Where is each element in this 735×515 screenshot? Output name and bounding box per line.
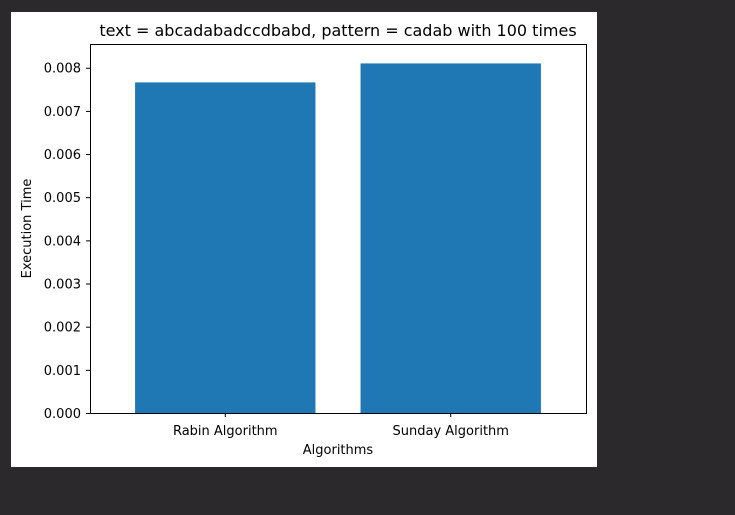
y-axis-label: Execution Time: [20, 179, 35, 279]
bar-1: [135, 82, 316, 414]
x-axis-ticks: Rabin Algorithm Sunday Algorithm: [173, 413, 509, 439]
bar-chart: text = abcadabadccdbabd, pattern = cadab…: [20, 21, 587, 458]
y-tick-label: 0.001: [44, 364, 81, 379]
figure-canvas: text = abcadabadccdbabd, pattern = cadab…: [11, 12, 597, 467]
plot-area-frame: [90, 44, 587, 414]
y-tick-label: 0.003: [44, 278, 81, 293]
y-tick-label: 0.006: [44, 148, 81, 163]
y-tick-label: 0.005: [44, 191, 81, 206]
x-tick-label: Sunday Algorithm: [393, 424, 509, 439]
y-axis-ticks: 0.000 0.001 0.002 0.003 0.004 0.005 0.006 0.007…: [44, 62, 90, 422]
x-tick-label: Rabin Algorithm: [173, 424, 278, 439]
y-tick-label: 0.004: [44, 234, 81, 249]
y-tick-label: 0.007: [44, 105, 81, 120]
x-axis-label: Algorithms: [303, 443, 374, 458]
y-tick-label: 0.008: [44, 62, 81, 77]
y-tick-label: 0.002: [44, 321, 81, 336]
bars-layer: [135, 63, 541, 414]
bar-2: [360, 63, 541, 413]
y-tick-label: 0.000: [44, 407, 81, 422]
chart-title: text = abcadabadccdbabd, pattern = cadab…: [99, 21, 576, 40]
